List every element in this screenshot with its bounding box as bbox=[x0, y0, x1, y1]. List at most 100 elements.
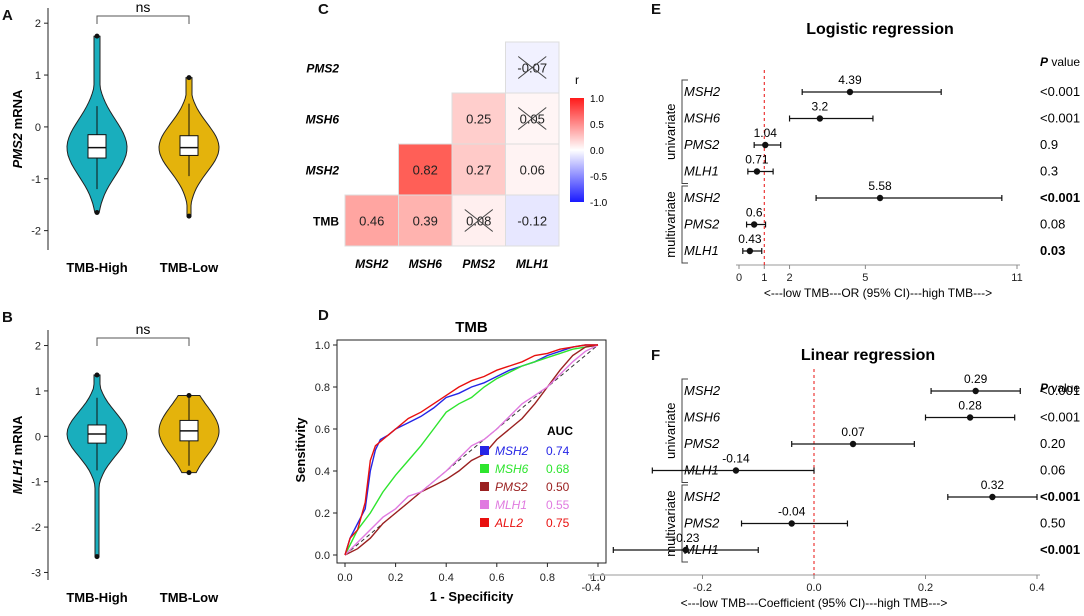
estimate-label: -0.14 bbox=[722, 452, 750, 466]
group-bracket bbox=[681, 484, 688, 563]
roc-curve bbox=[344, 344, 599, 556]
panel-label-f: F bbox=[651, 347, 660, 364]
p-value: 0.08 bbox=[1040, 217, 1065, 232]
p-value: <0.001 bbox=[1040, 84, 1080, 99]
legend-swatch bbox=[480, 464, 489, 473]
color-scale-tick: -0.5 bbox=[590, 172, 608, 183]
x-tick-label: 0.0 bbox=[806, 582, 821, 594]
row-gene-label: PMS2 bbox=[684, 217, 720, 232]
panel-label-e: E bbox=[651, 1, 661, 18]
roc-curve bbox=[344, 344, 598, 556]
heatmap-value: -0.12 bbox=[517, 214, 547, 229]
outlier-point bbox=[94, 372, 100, 378]
color-scale-tick: 1.0 bbox=[590, 94, 604, 105]
heatmap-value: 0.39 bbox=[413, 214, 438, 229]
violin-panel-pms2: -2 -1 0 1 2 PMS2 mRNA TMB-High TMB-Low ns bbox=[10, 0, 220, 275]
diagonal-reference bbox=[344, 344, 599, 556]
x-tick-label: 0 bbox=[736, 272, 742, 284]
heatmap-cell bbox=[451, 92, 506, 145]
estimate-label: 0.07 bbox=[841, 425, 865, 439]
pvalue-header: P value bbox=[1040, 55, 1080, 69]
y-tick-label: 0.4 bbox=[315, 466, 330, 478]
color-scale-tick: 0.0 bbox=[590, 146, 604, 157]
column-label: PMS2 bbox=[462, 257, 495, 271]
y-tick-label: -3 bbox=[31, 567, 41, 579]
panel-label-c: C bbox=[318, 1, 329, 18]
point-estimate bbox=[972, 387, 979, 395]
estimate-label: 1.04 bbox=[754, 126, 778, 140]
y-tick-label: -2 bbox=[31, 522, 41, 534]
y-tick-label: -1 bbox=[31, 174, 41, 186]
roc-curve bbox=[344, 344, 599, 556]
row-gene-label: MSH2 bbox=[684, 190, 721, 205]
roc-curve bbox=[344, 344, 598, 556]
y-tick-label: 0.2 bbox=[315, 508, 330, 520]
legend-series-name: PMS2 bbox=[495, 480, 528, 494]
point-estimate bbox=[849, 440, 857, 448]
p-value: <0.001 bbox=[1040, 410, 1080, 425]
legend-series-name: MSH2 bbox=[495, 444, 529, 458]
x-tick-label: 0.0 bbox=[337, 572, 352, 584]
y-axis-label: MLH1 mRNA bbox=[10, 415, 25, 494]
color-scale-tick: -1.0 bbox=[590, 198, 608, 209]
x-axis-label: <---low TMB---Coefficient (95% CI)---hig… bbox=[681, 596, 948, 610]
y-tick-label: 2 bbox=[35, 18, 41, 30]
x-tick-label: 1 bbox=[761, 272, 767, 284]
group-label: multivariate bbox=[663, 191, 678, 257]
y-tick-label: -1 bbox=[31, 477, 41, 489]
p-value: 0.50 bbox=[1040, 516, 1065, 531]
x-category-label: TMB-High bbox=[66, 590, 127, 605]
roc-curve bbox=[344, 344, 599, 556]
y-tick-label: 0.6 bbox=[315, 424, 330, 436]
x-category-label: TMB-Low bbox=[160, 260, 219, 275]
legend-series-name: MLH1 bbox=[495, 498, 527, 512]
estimate-label: 0.43 bbox=[738, 232, 762, 246]
point-estimate bbox=[750, 221, 758, 228]
box-iqr bbox=[179, 135, 199, 156]
x-tick-label: 2 bbox=[786, 272, 792, 284]
y-tick-label: 2 bbox=[35, 341, 41, 353]
column-label: MSH6 bbox=[409, 257, 443, 271]
heatmap-value: 0.06 bbox=[520, 163, 545, 178]
box-iqr bbox=[87, 134, 107, 159]
chart-title: Linear regression bbox=[801, 347, 935, 364]
row-gene-label: MSH2 bbox=[684, 84, 721, 99]
estimate-label: 0.29 bbox=[964, 372, 988, 386]
group-bracket bbox=[681, 378, 688, 483]
p-value: 0.20 bbox=[1040, 436, 1065, 451]
row-gene-label: MSH2 bbox=[684, 489, 721, 504]
point-estimate bbox=[746, 247, 754, 255]
heatmap-cell bbox=[344, 194, 399, 247]
legend-auc-value: 0.74 bbox=[546, 444, 570, 458]
point-estimate bbox=[732, 467, 740, 474]
heatmap-cell bbox=[451, 143, 506, 196]
point-estimate bbox=[989, 493, 996, 501]
p-value: 0.3 bbox=[1040, 164, 1058, 179]
row-label: TMB bbox=[313, 215, 339, 229]
y-tick-label: 0 bbox=[35, 431, 41, 443]
y-tick-label: 0 bbox=[35, 122, 41, 134]
x-tick-label: 0.2 bbox=[388, 572, 403, 584]
outlier-point bbox=[94, 33, 100, 39]
heatmap-cell bbox=[505, 194, 560, 247]
group-bracket bbox=[681, 185, 688, 264]
p-value: <0.001 bbox=[1040, 542, 1080, 557]
row-gene-label: MLH1 bbox=[684, 164, 719, 179]
color-scale-tick: 0.5 bbox=[590, 120, 604, 131]
outlier-point bbox=[186, 75, 192, 81]
point-estimate bbox=[753, 168, 761, 175]
legend-title: r bbox=[575, 73, 579, 87]
estimate-label: 0.71 bbox=[745, 153, 769, 167]
x-tick-label: -0.4 bbox=[582, 582, 601, 594]
chart-title: Logistic regression bbox=[806, 21, 954, 38]
logistic-forest-plot: Logistic regression P value 0 1 2 5 11 <---low … bbox=[663, 21, 1080, 300]
panel-label-b: B bbox=[2, 309, 13, 326]
row-gene-label: MSH6 bbox=[684, 410, 721, 425]
p-value: <0.001 bbox=[1040, 111, 1080, 126]
x-category-label: TMB-Low bbox=[160, 590, 219, 605]
row-label: MSH6 bbox=[306, 113, 340, 127]
panel-label-a: A bbox=[2, 7, 13, 24]
column-label: MSH2 bbox=[355, 257, 389, 271]
p-value: 0.03 bbox=[1040, 243, 1065, 258]
